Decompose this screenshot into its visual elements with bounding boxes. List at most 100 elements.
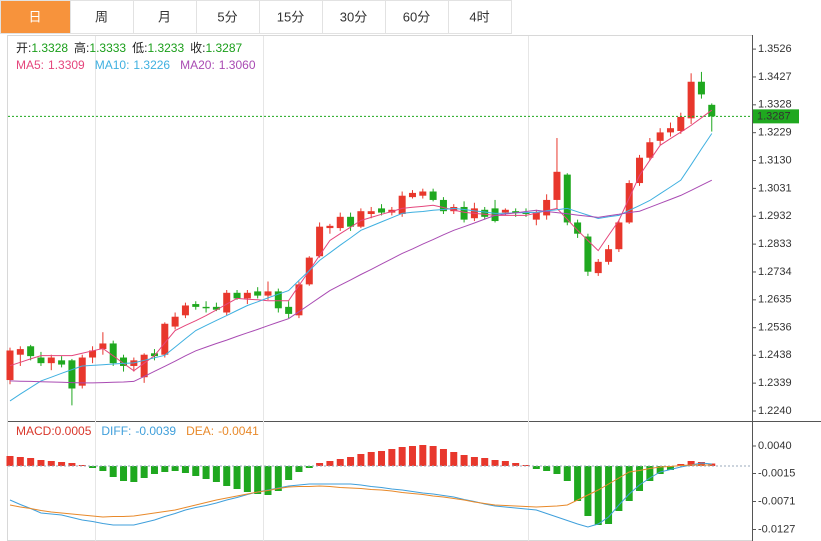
y-tick-label: 1.3526 — [758, 43, 792, 55]
candle-body — [594, 261, 602, 274]
macd-bar — [130, 466, 138, 482]
y-tick-label: 0.0040 — [758, 440, 792, 452]
macd-bar — [687, 461, 695, 466]
candle-body — [99, 343, 107, 350]
candle-body — [697, 81, 705, 95]
candle-body — [68, 360, 76, 389]
macd-bar — [47, 461, 55, 466]
candle-body — [89, 350, 97, 358]
y-tick-label: 1.3031 — [758, 182, 792, 194]
y-tick-label: 1.2833 — [758, 238, 792, 250]
candle-body — [501, 209, 509, 213]
candle-body — [161, 323, 169, 355]
tab[interactable] — [70, 0, 134, 34]
candle-body — [408, 192, 416, 198]
macd-bar — [419, 445, 427, 466]
macd-bar — [223, 466, 231, 486]
candle-body — [295, 284, 303, 316]
macd-bar — [140, 466, 148, 478]
candle-body — [584, 236, 592, 272]
macd-bar — [27, 458, 35, 466]
y-tick-label: -0.0071 — [758, 495, 795, 507]
candle-body — [223, 292, 231, 313]
macd-bar — [171, 466, 179, 471]
candle-body — [666, 128, 674, 133]
candle-body — [367, 211, 375, 215]
tab-label[interactable]: 日 — [28, 9, 41, 24]
macd-bar — [563, 466, 571, 481]
macd-bar — [89, 466, 97, 468]
legend-name: MACD: — [16, 424, 55, 438]
tab[interactable] — [448, 0, 512, 34]
macd-bar — [316, 463, 324, 466]
candle-body — [150, 353, 158, 357]
macd-bar — [264, 466, 272, 495]
macd-bar — [429, 446, 437, 466]
candle-body — [687, 81, 695, 119]
candle-body — [58, 360, 66, 365]
tab-label[interactable]: 5分 — [217, 9, 237, 24]
tab-label[interactable]: 4时 — [469, 9, 489, 24]
tab-label[interactable]: 60分 — [403, 9, 430, 24]
tab-label[interactable]: 周 — [95, 9, 108, 24]
macd-bar — [574, 466, 582, 501]
macd-bar — [584, 466, 592, 516]
tab-label[interactable]: 30分 — [340, 9, 367, 24]
macd-bar — [16, 457, 24, 466]
candle-body — [347, 216, 355, 227]
candle-body — [285, 306, 293, 314]
candle-body — [419, 191, 427, 196]
macd-bar — [388, 449, 396, 466]
ohlc-value: 1.3328 — [31, 41, 68, 55]
candle-body — [254, 291, 262, 296]
tab-label[interactable]: 15分 — [277, 9, 304, 24]
macd-bar — [78, 465, 86, 466]
macd-bar — [161, 466, 169, 472]
macd-bar — [274, 466, 282, 491]
macd-bar — [491, 460, 499, 466]
candle-body — [212, 306, 220, 310]
candle-body — [378, 208, 386, 213]
legend-value: 1.3060 — [219, 58, 256, 72]
tab[interactable] — [0, 0, 71, 34]
macd-bar — [636, 466, 644, 491]
macd-bar — [99, 466, 107, 471]
candle-body — [553, 171, 561, 200]
candle-body — [120, 357, 128, 366]
macd-bar — [501, 461, 509, 466]
last-price-box — [753, 109, 799, 124]
macd-bar — [212, 466, 220, 482]
legend-name: MA5: — [16, 58, 44, 72]
macd-bar — [109, 466, 117, 477]
macd-bar — [254, 466, 262, 494]
candle-body — [264, 291, 272, 296]
candle-body — [512, 211, 520, 213]
candle-body — [522, 212, 530, 215]
candle-body — [357, 211, 365, 227]
y-tick-label: 1.2240 — [758, 405, 792, 417]
legend-value: 1.3226 — [133, 58, 170, 72]
y-tick-label: 1.3229 — [758, 127, 792, 139]
macd-bar — [150, 466, 158, 474]
y-tick-label: 1.2438 — [758, 349, 792, 361]
candle-body — [243, 292, 251, 299]
candle-body — [636, 157, 644, 184]
candle-body — [47, 357, 55, 364]
macd-bar — [336, 459, 344, 466]
macd-bar — [553, 466, 561, 474]
macd-bar — [460, 455, 468, 466]
tab[interactable] — [259, 0, 323, 34]
tab[interactable] — [133, 0, 197, 34]
ohlc-value: 1.3333 — [89, 41, 126, 55]
macd-bar — [305, 466, 313, 468]
tab[interactable] — [322, 0, 386, 34]
candle-body — [625, 183, 633, 223]
tab-label[interactable]: 月 — [158, 9, 171, 24]
tab[interactable] — [196, 0, 260, 34]
candle-body — [233, 292, 241, 299]
candle-body — [439, 199, 447, 212]
macd-bar — [450, 452, 458, 466]
candle-body — [37, 357, 45, 364]
macd-bar — [481, 458, 489, 466]
